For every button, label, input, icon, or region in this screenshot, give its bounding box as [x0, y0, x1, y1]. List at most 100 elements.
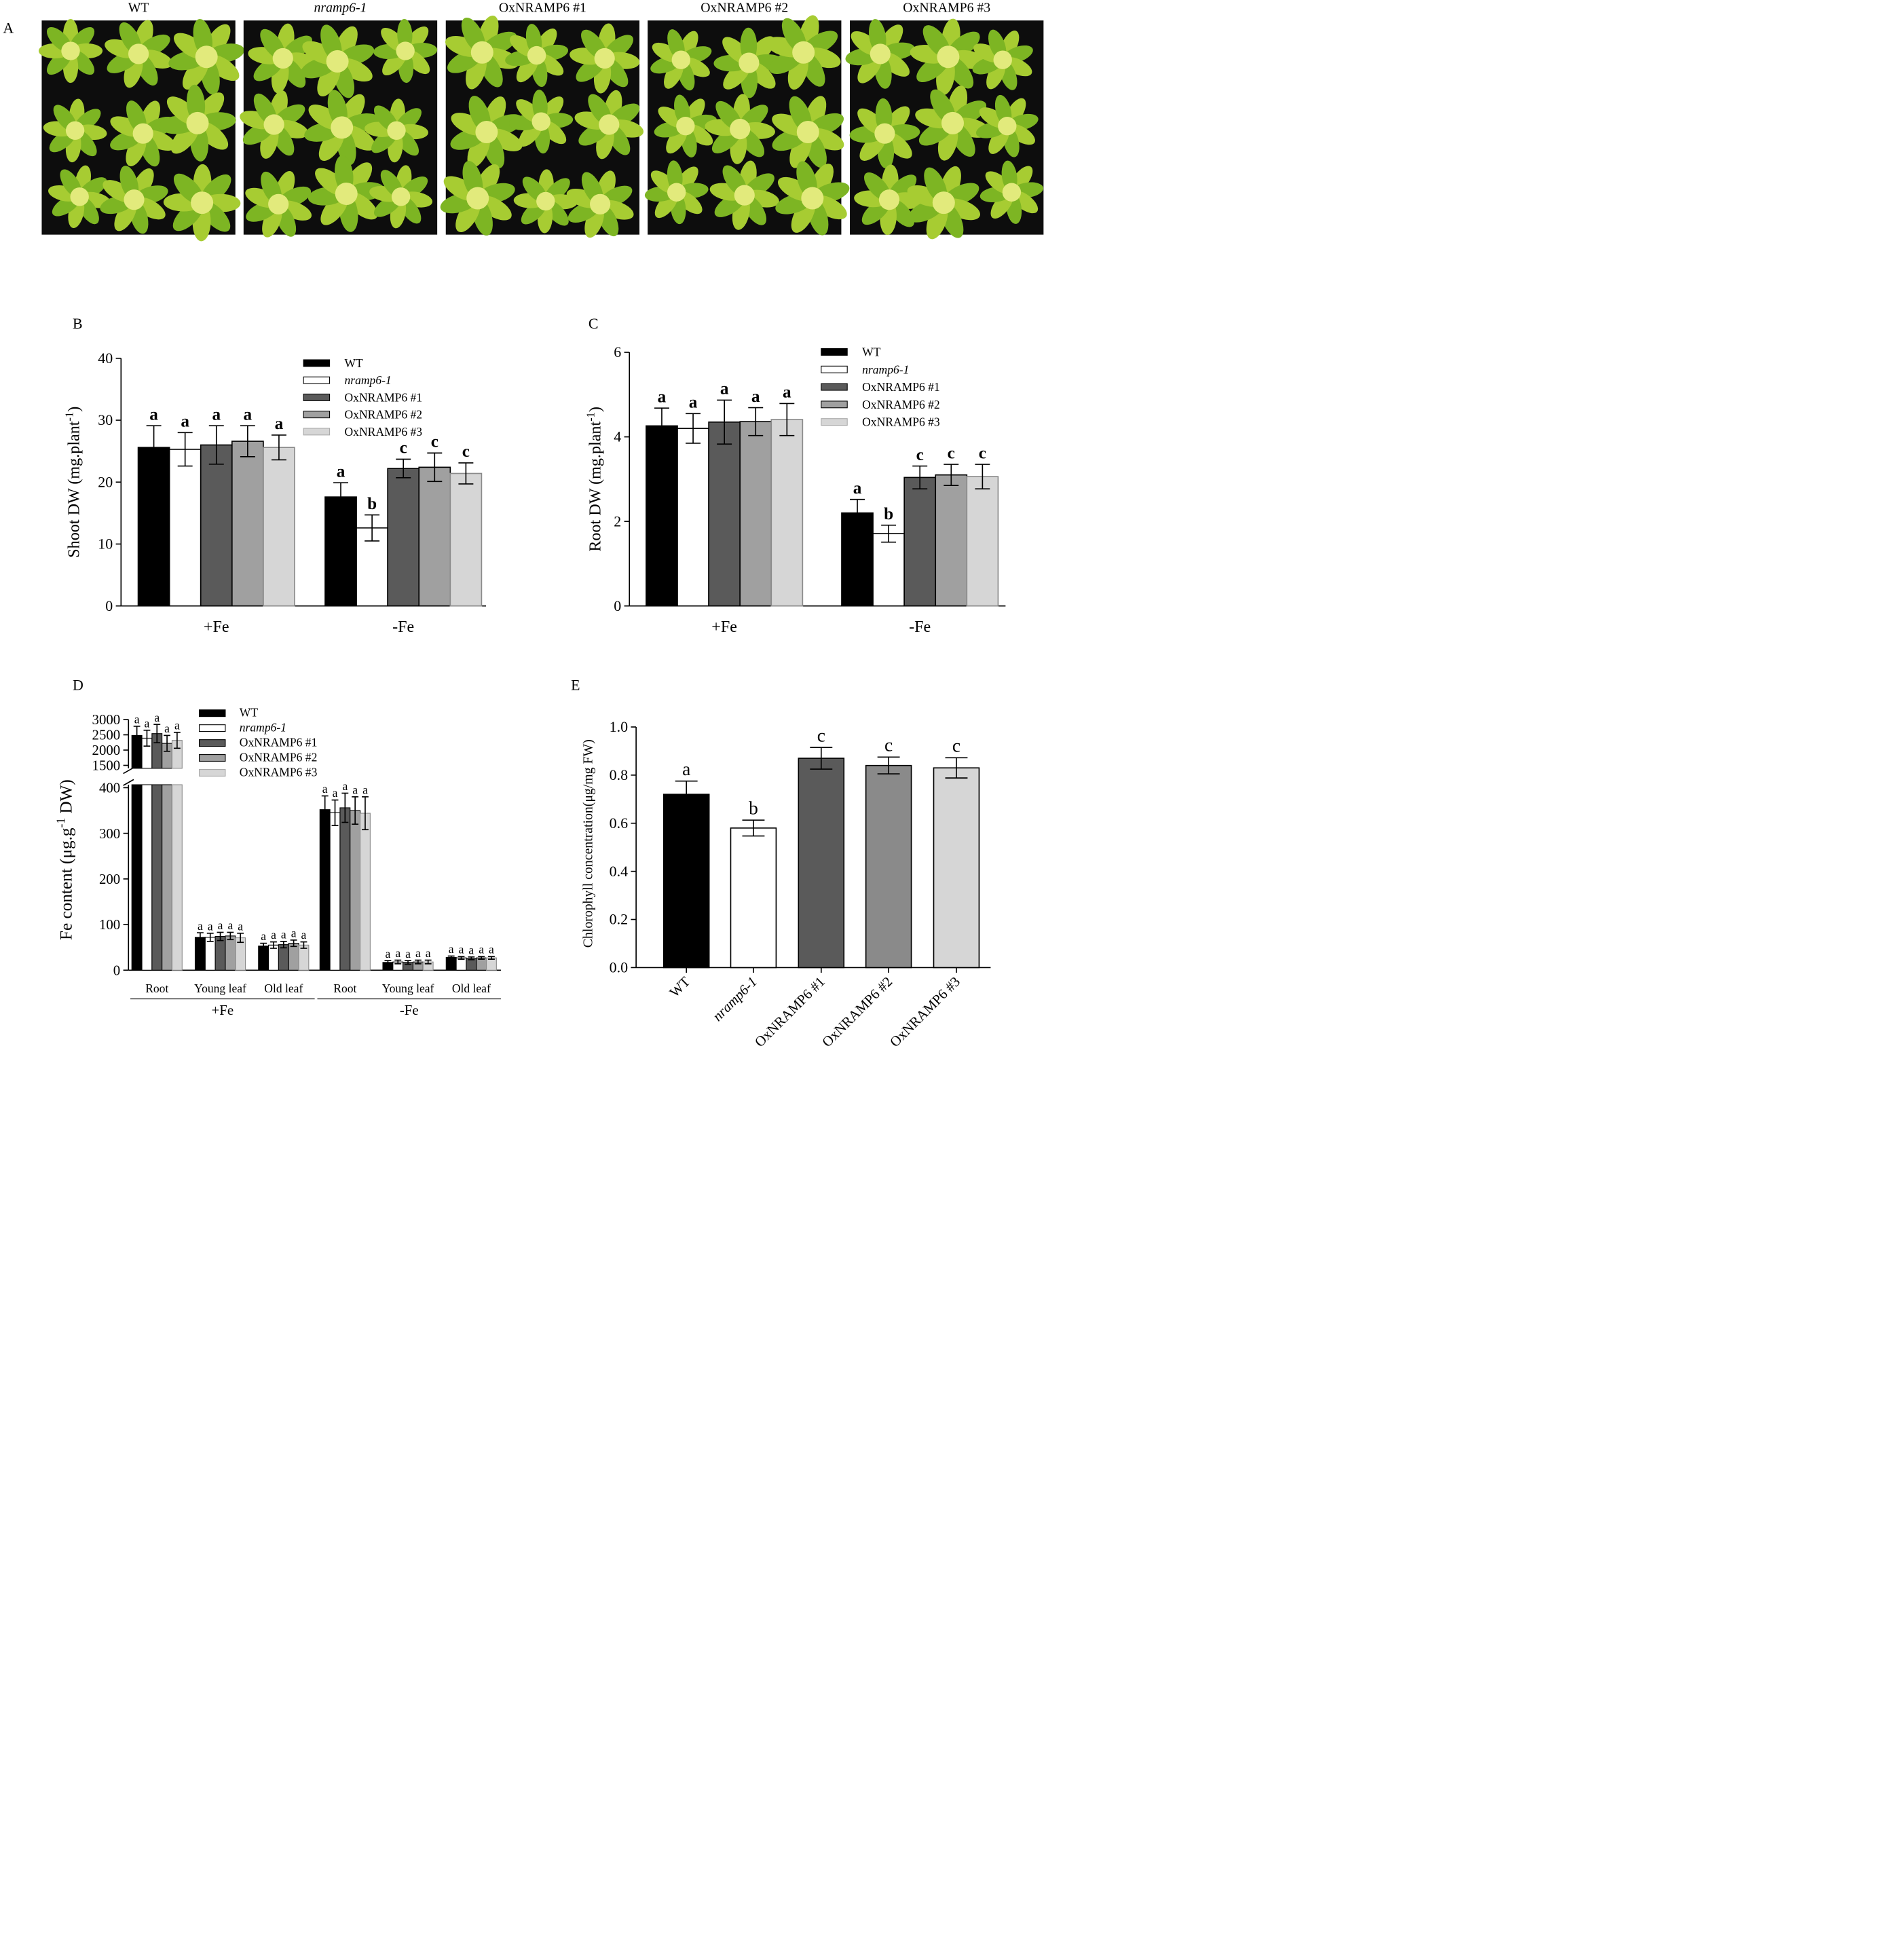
rosette-center [998, 117, 1017, 136]
y-tick-label: 40 [98, 350, 113, 367]
significance-letter: a [362, 783, 368, 796]
significance-letter: a [164, 722, 170, 735]
rosette [713, 27, 785, 98]
x-category-label: Young leaf [382, 982, 434, 995]
legend-swatch-nramp6-1 [821, 365, 848, 373]
figure-canvas: A WT nramp6-1 OxNRAMP6 #1 OxNRAMP6 #2 OxNRAM… [3, 1, 1044, 1050]
legend-swatch-oxnramp6-2 [821, 400, 848, 409]
legend-swatch-wt [303, 359, 331, 367]
significance-letter: a [275, 415, 284, 433]
rosette-center [937, 45, 960, 69]
bar-nramp6-1-young-leaf [204, 937, 216, 971]
rosette-center [594, 48, 615, 69]
chart-shoot-dw: 0 10 20 30 40 Shoot DW (mg.plant-1) a a a a a +Fe a b… [62, 350, 487, 636]
significance-letter: c [462, 443, 470, 461]
significance-letter: a [238, 919, 243, 933]
rosette-center [671, 50, 690, 69]
rosette-center [527, 45, 546, 65]
rosette-center [70, 187, 89, 206]
rosette [849, 98, 920, 169]
legend-label-wt: WT [862, 346, 881, 359]
rosette-center [191, 191, 214, 214]
rosette-center [186, 111, 209, 134]
significance-letter: a [689, 394, 698, 412]
rosette-center [331, 116, 354, 139]
y-tick-label: 300 [99, 825, 120, 842]
bar-wt-old-leaf [258, 946, 269, 971]
legend-swatch-nramp6-1 [198, 724, 226, 732]
y-tick-label: 1500 [92, 758, 121, 774]
y-tick-label: 0.2 [610, 911, 628, 928]
bar-oxnramp6-2 [865, 764, 912, 969]
x-category-label: Root [333, 982, 356, 995]
legend-label-nramp6-1: nramp6-1 [862, 362, 909, 376]
bar-oxnramp6-3-root-lower [171, 784, 183, 971]
rosette-center [676, 117, 695, 136]
significance-letter: c [400, 439, 407, 458]
y-tick-label: 0.8 [610, 766, 628, 783]
y-tick-label: 0.6 [610, 815, 628, 832]
rosette [450, 96, 523, 168]
significance-letter: a [154, 711, 160, 724]
chart-chlorophyll: 0.0 0.2 0.4 0.6 0.8 1.0 Chlorophyll concentrat… [580, 718, 991, 1050]
bar-oxnramp6-1 [798, 758, 845, 969]
legend-swatch-nramp6-1 [303, 376, 331, 384]
bar-oxnramp6-3-fe [263, 447, 295, 607]
y-axis-label-sup: -1 [54, 818, 67, 828]
bar-oxnramp6-2-root-lower [162, 784, 173, 971]
rosette [440, 161, 515, 236]
bar-oxnramp6-2-fe [418, 466, 451, 607]
y-tick-label: 2500 [92, 727, 121, 743]
rosette [373, 18, 438, 83]
rosette-center [128, 43, 149, 64]
legend-swatch-oxnramp6-3 [821, 418, 848, 426]
bar-nramp6-1-root-lower [141, 784, 153, 971]
figure: A WT nramp6-1 OxNRAMP6 #1 OxNRAMP6 #2 OxNRAM… [0, 0, 1045, 1065]
rosette-center [466, 187, 489, 210]
rosette-center [195, 45, 218, 69]
x-category-label: +Fe [204, 618, 229, 636]
bar-wt-fe [646, 425, 678, 607]
bar-oxnramp6-2-young-leaf [225, 935, 236, 971]
bar-oxnramp6-1-root [339, 807, 351, 971]
significance-letter: a [261, 929, 266, 943]
rosette-center [326, 50, 349, 73]
rosette [365, 98, 428, 163]
legend-label-oxnramp6-1: OxNRAMP6 #1 [862, 380, 940, 394]
rosette-center [387, 121, 406, 141]
rosette [979, 160, 1044, 224]
significance-letter: a [337, 462, 346, 481]
rosette [772, 96, 844, 168]
rosette [650, 29, 712, 91]
rosette [105, 20, 172, 88]
rosette [240, 90, 308, 159]
panel-a-letter: A [3, 19, 14, 36]
significance-letter: a [145, 716, 150, 730]
legend-label-oxnramp6-1: OxNRAMP6 #1 [240, 736, 318, 749]
legend-swatch-wt [198, 709, 226, 717]
bar-oxnramp6-3 [933, 767, 980, 969]
rosette [845, 19, 916, 89]
significance-letter: c [884, 735, 893, 756]
rosette [301, 24, 375, 98]
y-tick-label: 200 [99, 871, 120, 887]
rosette-center [730, 119, 751, 140]
legend-label-oxnramp6-3: OxNRAMP6 #3 [862, 415, 940, 429]
significance-letter: a [181, 412, 189, 430]
genotype-label-wt: WT [128, 1, 149, 16]
y-tick-label: 1.0 [610, 718, 628, 735]
legend-swatch-oxnramp6-3 [303, 428, 331, 436]
rosette-center [470, 41, 493, 64]
bar-oxnramp6-1-fe [708, 421, 741, 607]
legend-swatch-oxnramp6-3 [198, 768, 226, 777]
significance-letter: c [916, 446, 924, 464]
bar-oxnramp6-2-fe [739, 421, 772, 607]
bar-nramp6-1 [730, 827, 777, 969]
significance-letter: a [468, 943, 474, 956]
rosette [766, 15, 841, 90]
significance-letter: a [198, 919, 203, 933]
y-tick-label: 400 [99, 780, 120, 796]
legend-label-oxnramp6-2: OxNRAMP6 #2 [240, 750, 318, 764]
rosette [975, 94, 1039, 157]
